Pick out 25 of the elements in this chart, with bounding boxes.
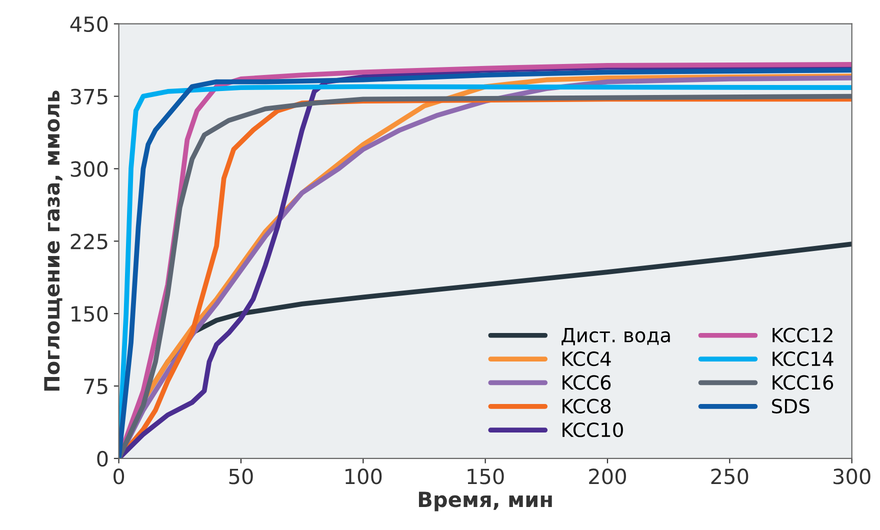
legend-label: KCC6: [562, 375, 611, 390]
legend-label: KCC14: [772, 351, 834, 366]
y-tick-label: 450: [70, 16, 108, 32]
y-tick-label: 0: [97, 450, 108, 467]
x-tick-label: 100: [346, 468, 382, 484]
x-tick-label: 50: [229, 468, 253, 484]
y-tick-label: 300: [70, 161, 108, 177]
y-tick-label: 375: [70, 88, 108, 104]
legend-label: SDS: [772, 398, 810, 414]
legend-label: KCC4: [562, 351, 611, 366]
legend-label: KCC16: [772, 375, 834, 390]
legend-label: KCC10: [562, 422, 623, 438]
x-tick-label: 200: [589, 468, 626, 484]
y-axis-title: Поглощение газа, ммоль: [44, 90, 62, 391]
x-axis-title: Время, мин: [418, 492, 552, 512]
y-tick-label: 225: [70, 234, 108, 250]
x-tick-label: 250: [711, 468, 748, 484]
x-tick-label: 150: [468, 468, 504, 484]
legend-label: KCC12: [772, 328, 832, 342]
legend-label: KCC8: [562, 398, 611, 414]
y-tick-label: 150: [72, 306, 108, 322]
x-tick-label: 300: [834, 468, 870, 484]
legend-label: Дист. вода: [562, 328, 670, 346]
y-tick-label: 75: [84, 378, 108, 394]
x-tick-label: 0: [114, 468, 124, 484]
